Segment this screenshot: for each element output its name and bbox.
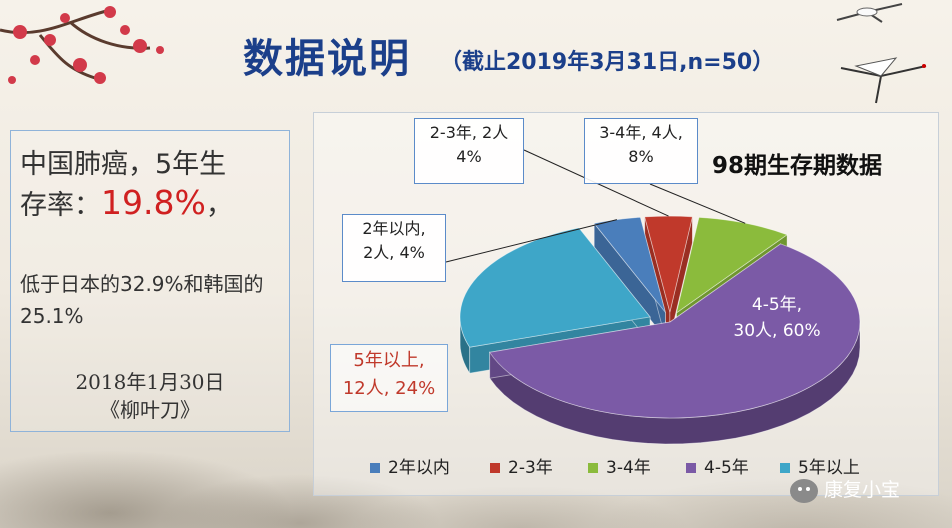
- callout-2-3-years: 2-3年, 2人 4%: [414, 118, 524, 184]
- wechat-icon: [790, 478, 818, 503]
- survival-rate-prefix: 存率：: [20, 190, 101, 221]
- comparison-text: 低于日本的32.9%和韩国的25.1%: [20, 272, 264, 328]
- legend-label: 2-3年: [508, 458, 553, 478]
- crane-decoration: [840, 57, 927, 104]
- legend-swatch: [588, 463, 598, 473]
- pie-slice-3: [489, 243, 861, 419]
- watermark-text: 康复小宝: [824, 479, 901, 501]
- legend-item-over-5-years: 5年以上: [780, 456, 860, 480]
- legend-label: 5年以上: [798, 458, 860, 478]
- legend-label: 4-5年: [704, 458, 749, 478]
- legend-label: 3-4年: [606, 458, 651, 478]
- label-4-5-years: 4-5年, 30人, 60%: [733, 295, 821, 341]
- legend-item-3-4-years: 3-4年: [588, 456, 651, 480]
- survival-rate-heading: 中国肺癌，5年生: [20, 149, 227, 180]
- leader-line-2: [649, 183, 746, 224]
- survival-rate-suffix: ，: [205, 190, 233, 221]
- callout-2-3-years-text: 2-3年, 2人 4%: [429, 123, 509, 166]
- page-subtitle: （截止2019年3月31日,n=50）: [440, 50, 775, 75]
- chart-legend: 2年以内 2-3年 3-4年 4-5年 5年以上: [340, 456, 930, 480]
- chart-title: 98期生存期数据: [712, 153, 883, 179]
- legend-label: 2年以内: [388, 458, 450, 478]
- plum-blossom-decoration: [0, 6, 164, 84]
- source-date: 2018年1月30日: [75, 370, 225, 394]
- page-title: 数据说明: [243, 36, 411, 82]
- callout-over-5-years-text: 5年以上, 12人, 24%: [342, 350, 436, 399]
- wechat-watermark: 康复小宝: [790, 474, 940, 506]
- survival-rate-value: 19.8%: [101, 183, 206, 222]
- leader-line-0: [445, 219, 618, 263]
- pie-slice-1: [644, 215, 693, 313]
- callout-3-4-years: 3-4年, 4人, 8%: [584, 118, 698, 184]
- legend-item-2-3-years: 2-3年: [490, 456, 553, 480]
- source-citation: 2018年1月30日 《柳叶刀》: [10, 368, 290, 424]
- legend-swatch: [686, 463, 696, 473]
- callout-within-2-years: 2年以内, 2人, 4%: [342, 214, 446, 282]
- survival-rate-line: 存率：19.8%，: [20, 183, 233, 222]
- pie-slice-4: [459, 227, 651, 348]
- crane-decoration-top: [836, 3, 903, 23]
- info-panel: [10, 130, 290, 432]
- legend-item-within-2-years: 2年以内: [370, 456, 450, 480]
- callout-over-5-years: 5年以上, 12人, 24%: [330, 344, 448, 412]
- legend-item-4-5-years: 4-5年: [686, 456, 749, 480]
- legend-swatch: [490, 463, 500, 473]
- legend-swatch: [780, 463, 790, 473]
- callout-within-2-years-text: 2年以内, 2人, 4%: [362, 219, 426, 262]
- source-journal: 《柳叶刀》: [100, 398, 200, 422]
- legend-swatch: [370, 463, 380, 473]
- callout-3-4-years-text: 3-4年, 4人, 8%: [599, 123, 683, 166]
